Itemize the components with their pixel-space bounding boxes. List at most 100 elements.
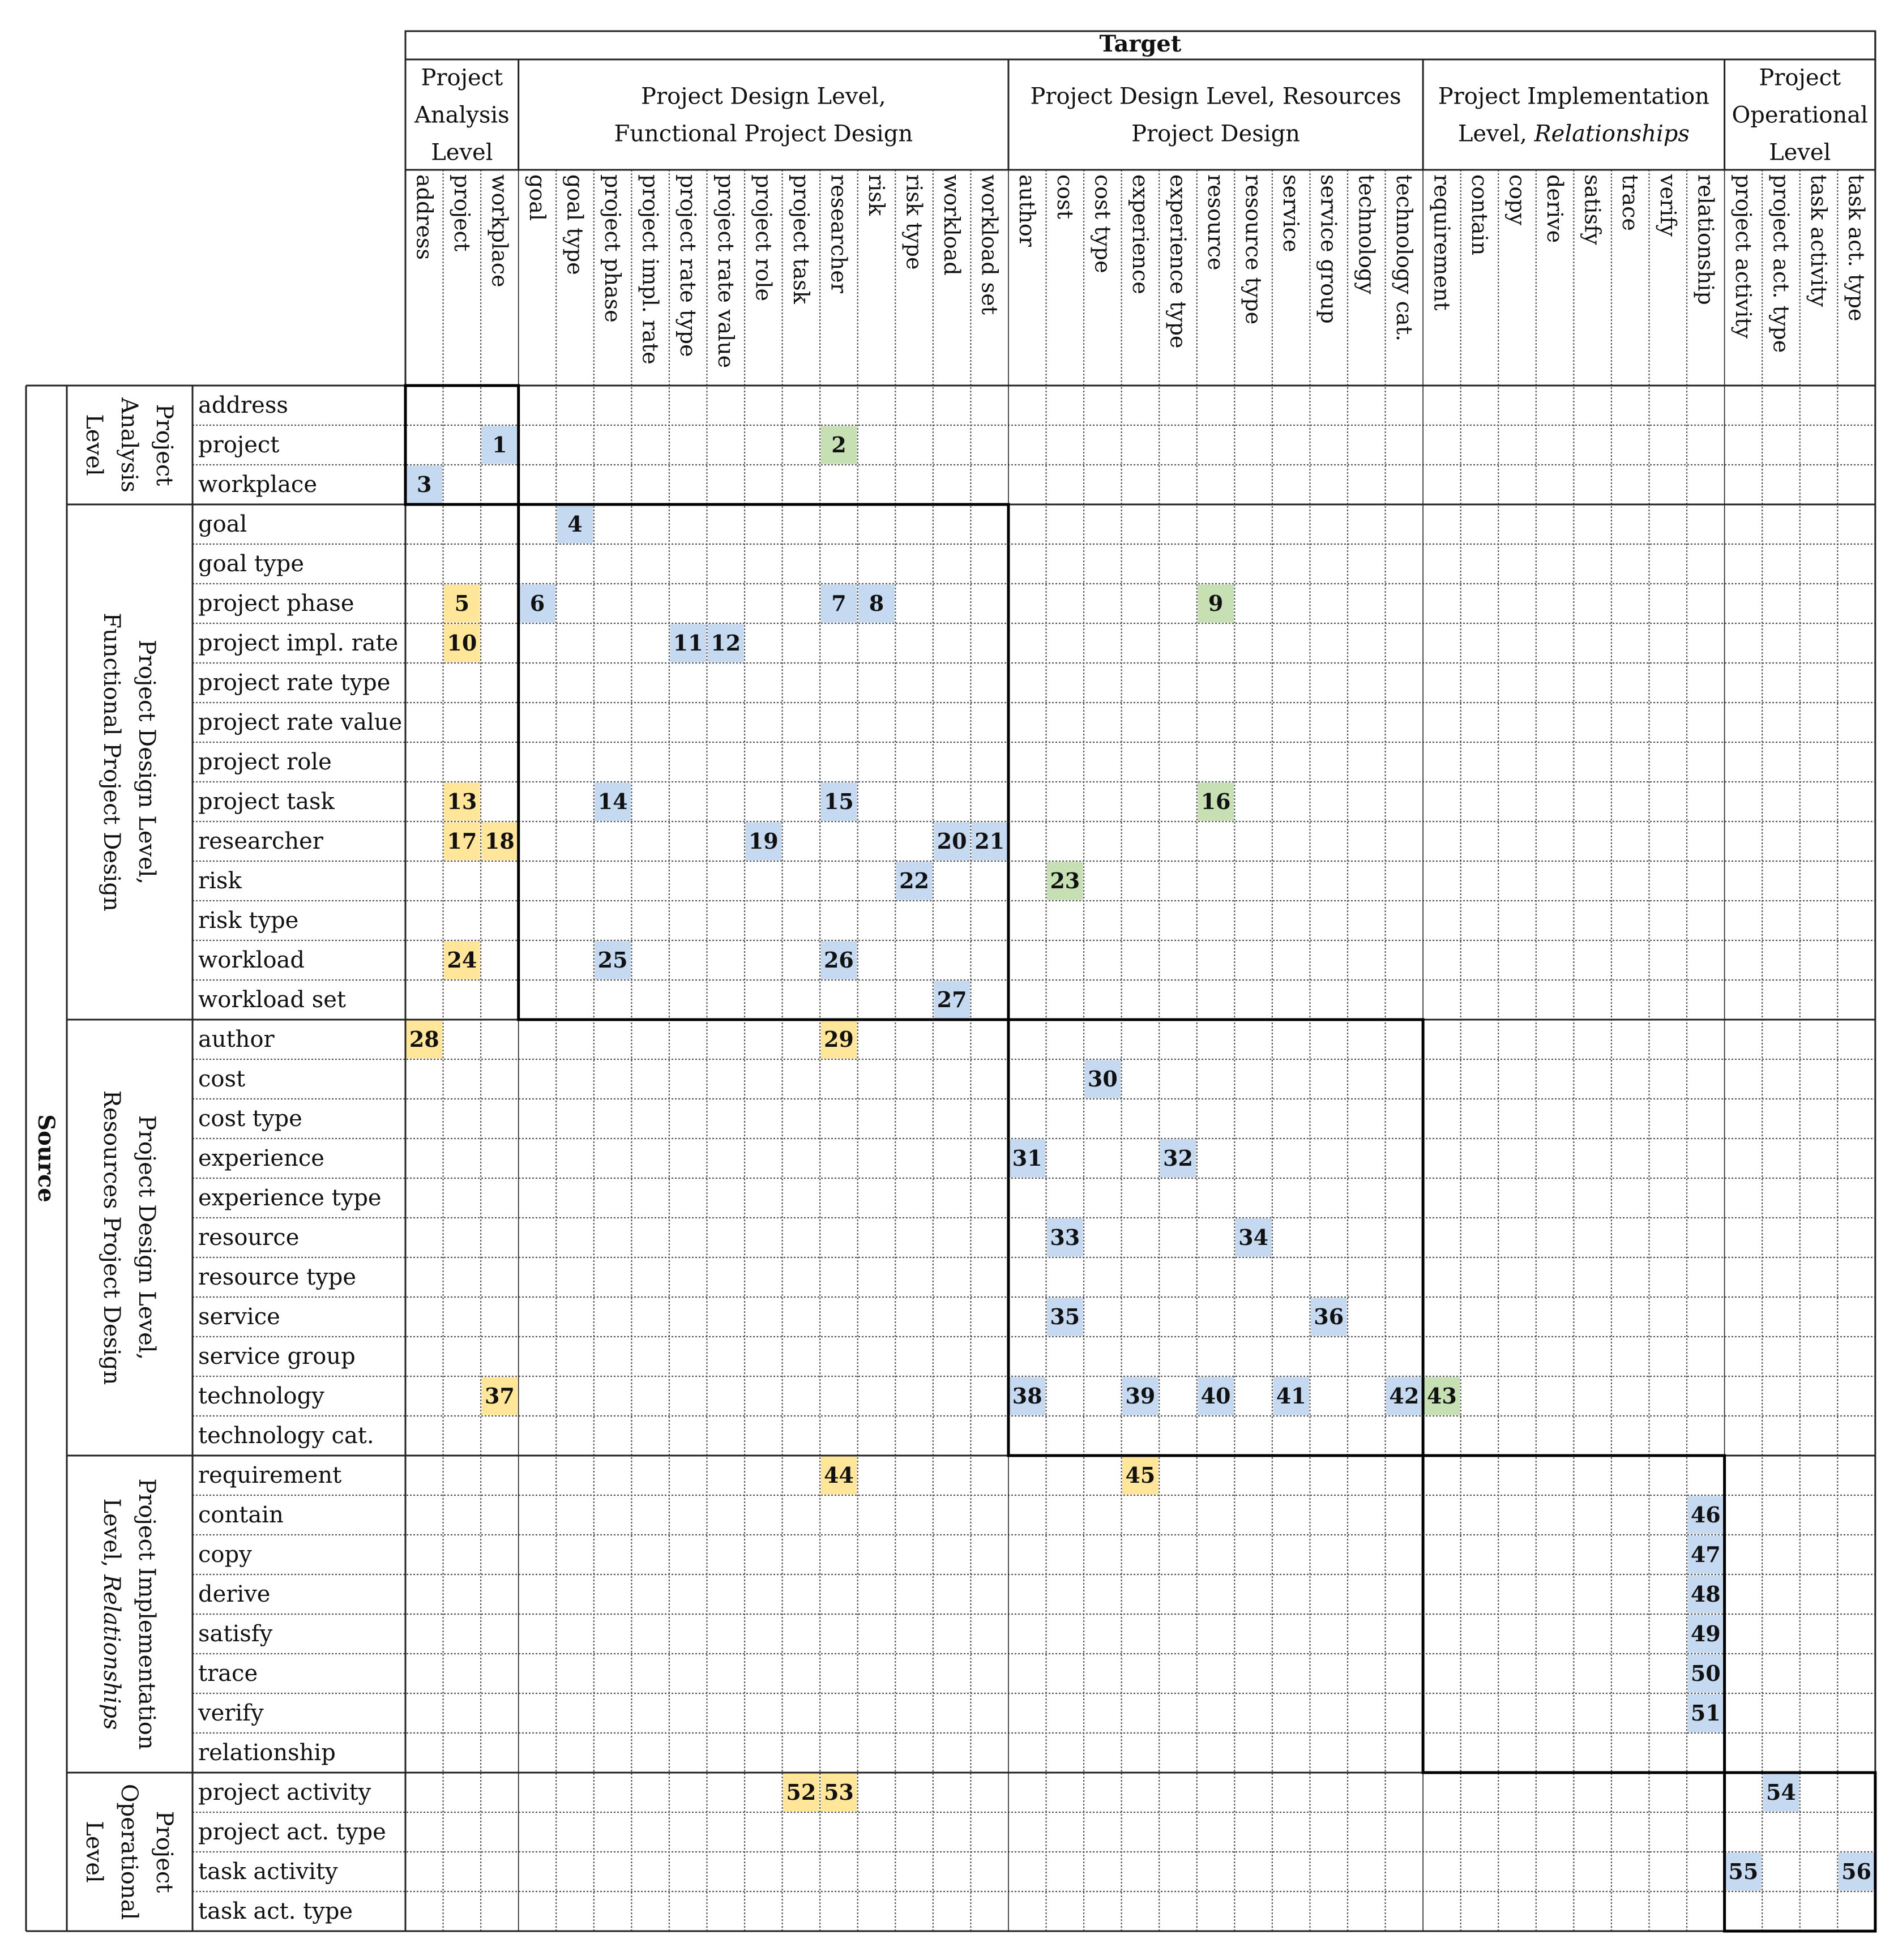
row-group-analysis-line-1: Project [151, 404, 177, 486]
cell-number-7: 7 [831, 590, 846, 616]
cell-number-3: 3 [417, 472, 431, 497]
column-label-goal: goal [525, 174, 550, 221]
cell-fill-28 [406, 1020, 443, 1059]
cell-fill-39 [1122, 1377, 1159, 1415]
row-label-project: project [198, 432, 279, 458]
cell-fill-29 [820, 1020, 857, 1059]
column-label-service-group: service group [1316, 174, 1341, 324]
cell-number-11: 11 [673, 630, 703, 656]
column-label-service: service [1279, 174, 1303, 253]
cell-fill-15 [820, 782, 857, 821]
row-label-requirement: requirement [198, 1462, 341, 1488]
block-operational [1723, 1771, 1877, 1933]
cell-fill-8 [858, 584, 895, 623]
row-label-copy: copy [198, 1542, 252, 1568]
cell-number-4: 4 [567, 511, 582, 537]
row-group-functional-line-2: Functional Project Design [99, 613, 125, 911]
cell-number-8: 8 [869, 590, 884, 616]
row-label-task-act-type: task act. type [198, 1898, 353, 1924]
cell-number-17: 17 [447, 828, 477, 854]
row-label-technology: technology [198, 1383, 324, 1409]
source-label: Source [33, 1114, 59, 1202]
column-group-operational-line-1: Project [1759, 65, 1841, 91]
row-group-resources-line-1: Project Design Level, [134, 1115, 160, 1360]
cell-fill-40 [1198, 1377, 1234, 1415]
column-label-verify: verify [1656, 174, 1681, 237]
column-label-task-activity: task activity [1806, 174, 1831, 307]
cell-fill-45 [1122, 1456, 1159, 1495]
cell-number-29: 29 [824, 1026, 854, 1052]
row-label-technology-cat: technology cat. [198, 1423, 374, 1449]
column-label-derive: derive [1542, 174, 1567, 243]
cell-number-19: 19 [749, 828, 779, 854]
cell-number-36: 36 [1314, 1304, 1344, 1329]
cell-fill-16 [1198, 782, 1234, 821]
column-group-implementation-line-1: Project Implementation [1438, 84, 1709, 110]
column-label-project-act-type: project act. type [1768, 174, 1793, 353]
cell-number-9: 9 [1208, 590, 1223, 616]
row-label-derive: derive [198, 1581, 270, 1607]
cell-fill-20 [934, 822, 970, 861]
column-label-trace: trace [1618, 174, 1643, 231]
column-label-experience: experience [1128, 174, 1153, 294]
row-label-task-activity: task activity [198, 1859, 338, 1885]
row-label-researcher: researcher [198, 828, 324, 854]
column-label-project-role: project role [751, 174, 776, 301]
row-label-cost: cost [198, 1066, 245, 1092]
column-label-technology-cat: technology cat. [1392, 174, 1417, 341]
column-label-contain: contain [1467, 174, 1492, 255]
column-group-resources-line-2: Project Design [1131, 121, 1300, 147]
cell-number-25: 25 [598, 947, 628, 973]
cell-number-50: 50 [1691, 1661, 1721, 1686]
column-label-project-activity: project activity [1731, 174, 1756, 339]
column-group-functional-line-1: Project Design Level, [641, 84, 886, 110]
cell-fill-24 [444, 941, 480, 979]
column-label-project-rate-value: project rate value [713, 174, 738, 368]
cell-number-2: 2 [831, 432, 846, 457]
column-label-risk: risk [864, 174, 889, 216]
cell-fill-14 [595, 782, 631, 821]
cell-number-22: 22 [899, 868, 929, 893]
row-label-workplace: workplace [198, 472, 317, 498]
column-label-address: address [412, 174, 437, 260]
cell-fill-5 [444, 584, 480, 623]
block-functional [517, 503, 1010, 1021]
row-label-cost-type: cost type [198, 1106, 302, 1132]
row-label-workload-set: workload set [198, 987, 346, 1013]
block-analysis [404, 384, 520, 506]
row-label-author: author [198, 1026, 275, 1052]
row-label-resource: resource [198, 1225, 299, 1251]
cell-number-35: 35 [1050, 1304, 1080, 1329]
cell-fill-2 [820, 426, 857, 464]
cell-number-26: 26 [824, 947, 854, 973]
column-label-risk-type: risk type [902, 174, 927, 269]
cell-fill-17 [444, 822, 480, 861]
cell-number-48: 48 [1691, 1581, 1721, 1607]
block-implementation [1421, 1454, 1726, 1774]
cell-fill-1 [481, 426, 518, 464]
cell-fill-34 [1235, 1218, 1272, 1257]
cell-fill-13 [444, 782, 480, 821]
row-group-analysis-line-3: Level [81, 414, 107, 476]
row-label-project-phase: project phase [198, 590, 354, 617]
cell-number-54: 54 [1766, 1779, 1796, 1805]
cell-fill-49 [1687, 1615, 1724, 1653]
cell-fill-48 [1687, 1575, 1724, 1614]
cell-fill-44 [820, 1456, 857, 1495]
cell-number-24: 24 [447, 947, 477, 973]
row-label-goal-type: goal type [198, 551, 304, 577]
cell-fill-18 [481, 822, 518, 861]
row-label-address: address [198, 392, 288, 418]
cell-fill-41 [1273, 1377, 1309, 1415]
cell-number-15: 15 [824, 789, 854, 814]
cell-number-43: 43 [1427, 1383, 1457, 1409]
row-group-operational-line-3: Level [81, 1821, 107, 1882]
cell-number-20: 20 [937, 828, 967, 854]
cell-number-47: 47 [1691, 1542, 1721, 1567]
column-label-technology: technology [1354, 174, 1379, 294]
block-resources [1007, 1018, 1425, 1457]
cell-fill-11 [670, 624, 706, 662]
cell-number-32: 32 [1163, 1145, 1193, 1171]
column-label-cost-type: cost type [1090, 174, 1115, 273]
